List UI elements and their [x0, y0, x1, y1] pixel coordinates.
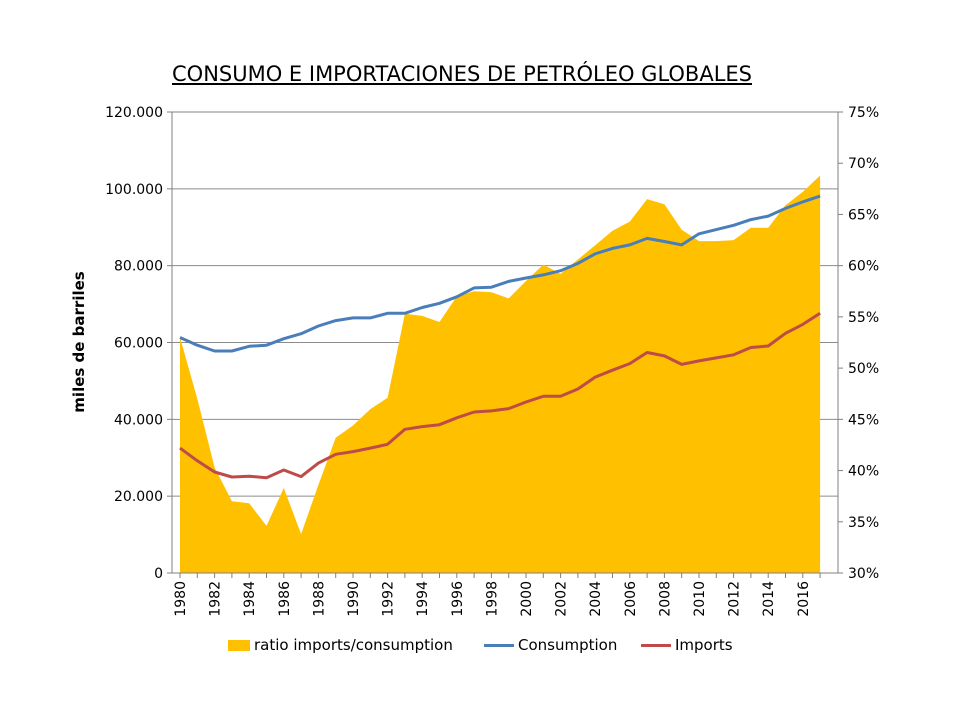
y-tick-label: 60.000	[114, 336, 163, 352]
x-tick-label: 2002	[554, 581, 570, 617]
area-layer	[180, 175, 821, 573]
x-tick-label: 1992	[381, 581, 397, 617]
legend-item-imports: Imports	[641, 636, 733, 654]
y-tick-label: 120.000	[105, 105, 163, 121]
y2-tick-label: 75%	[848, 105, 879, 121]
legend-item-ratio: ratio imports/consumption	[228, 636, 453, 654]
series-line-consumption	[179, 194, 821, 353]
y2-tick-label: 40%	[848, 464, 879, 480]
y-tick-label: 100.000	[105, 182, 163, 198]
y-tick-label: 0	[154, 566, 163, 582]
legend-label-imports: Imports	[675, 636, 733, 654]
legend-swatch-imports	[641, 643, 671, 647]
x-tick-label: 2016	[796, 581, 812, 617]
y2-tick-label: 65%	[848, 207, 879, 223]
y2-tick-label: 70%	[848, 156, 879, 172]
x-tick-label: 1994	[415, 581, 431, 617]
legend-swatch-ratio	[228, 639, 250, 651]
x-tick-label: 1998	[484, 581, 500, 617]
x-tick-label: 2000	[519, 581, 535, 617]
x-tick-label: 1980	[173, 581, 189, 617]
y-axis-label: miles de barriles	[70, 271, 88, 412]
x-tick-label: 2014	[761, 581, 777, 617]
x-tick-label: 2004	[588, 581, 604, 617]
legend-label-ratio: ratio imports/consumption	[254, 636, 453, 654]
x-tick-label: 1984	[242, 581, 258, 617]
x-tick-label: 1982	[208, 581, 224, 617]
x-tick-label: 2010	[692, 581, 708, 617]
y2-tick-label: 60%	[848, 259, 879, 275]
y2-tick-label: 30%	[848, 566, 879, 582]
x-tick-label: 2012	[727, 581, 743, 617]
x-tick-label: 1996	[450, 581, 466, 617]
y2-tick-label: 55%	[848, 310, 879, 326]
x-tick-label: 1988	[311, 581, 327, 617]
y2-tick-label: 45%	[848, 412, 879, 428]
x-tick-label: 2006	[623, 581, 639, 617]
x-tick-label: 2008	[657, 581, 673, 617]
x-tick-label: 1990	[346, 581, 362, 617]
legend-label-consumption: Consumption	[518, 636, 618, 654]
x-tick-label: 1986	[277, 581, 293, 617]
legend-item-consumption: Consumption	[484, 636, 617, 654]
legend-swatch-consumption	[484, 643, 514, 647]
y2-tick-label: 35%	[848, 515, 879, 531]
y-tick-label: 40.000	[114, 412, 163, 428]
y-tick-label: 20.000	[114, 489, 163, 505]
y2-tick-label: 50%	[848, 361, 879, 377]
line-layer	[179, 194, 821, 480]
series-area-ratio	[180, 175, 821, 573]
chart-title: CONSUMO E IMPORTACIONES DE PETRÓLEO GLOB…	[172, 62, 752, 86]
y-tick-label: 80.000	[114, 259, 163, 275]
series-line-imports	[179, 312, 821, 480]
